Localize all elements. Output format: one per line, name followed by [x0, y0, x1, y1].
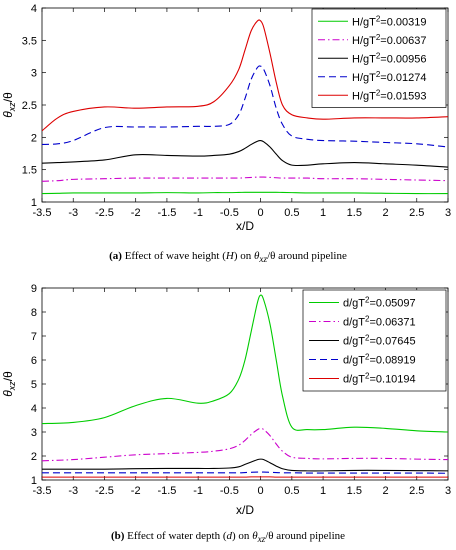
legend-entry: H/gT2=0.01274 — [352, 70, 426, 84]
caption-a: (a) Effect of wave height (H) on θxz/θ a… — [109, 250, 347, 265]
x-tick-label: 3 — [445, 207, 451, 219]
legend-entry: d/gT2=0.10194 — [343, 372, 416, 386]
x-tick-label: -1.5 — [157, 207, 176, 219]
x-tick-label: 2.5 — [409, 485, 424, 497]
x-tick-label: -2.5 — [95, 207, 114, 219]
x-tick-label: -0.5 — [220, 207, 239, 219]
legend-b: d/gT2=0.05097 d/gT2=0.06371 d/gT2=0.07645 d… — [302, 289, 447, 392]
series-line-a-5 — [42, 19, 448, 132]
series-line-b-2 — [42, 427, 448, 462]
x-tick-label: -3 — [68, 485, 78, 497]
y-tick-label: 1 — [31, 475, 37, 487]
x-axis-label: x/D — [236, 219, 254, 233]
x-tick-label: 1.5 — [347, 485, 362, 497]
x-tick-label: -2.5 — [95, 485, 114, 497]
x-tick-label: -2 — [131, 485, 141, 497]
x-axis-label: x/D — [236, 503, 254, 517]
legend-entry: d/gT2=0.05097 — [343, 296, 416, 310]
y-tick-label: 7 — [31, 331, 37, 343]
y-tick-label: 3.5 — [22, 35, 37, 47]
y-tick-label: 5 — [31, 379, 37, 391]
chart-b: -3.5 -3 -2.5 -2 -1.5 -1 -0.5 0 0.5 1 1.5 2 2.5 3 1 2 3 4 5… — [1, 283, 451, 517]
legend-entry: d/gT2=0.06371 — [343, 315, 416, 329]
series-line-b-4 — [42, 471, 448, 474]
y-tick-label: 9 — [31, 283, 37, 295]
y-tick-label: 2.5 — [22, 100, 37, 112]
series-line-a-1 — [42, 191, 448, 195]
series-line-a-2 — [42, 176, 448, 182]
x-tick-label: 0 — [258, 485, 264, 497]
caption-b-tag: (b) — [110, 530, 125, 542]
series-line-a-3 — [42, 139, 448, 168]
y-tick-label: 4 — [31, 3, 37, 15]
x-tick-label: 0 — [258, 207, 264, 219]
x-tick-label: -2 — [131, 207, 141, 219]
caption-b: (b) Effect of water depth (d) on θxz/θ a… — [110, 530, 346, 545]
x-tick-label: 0.5 — [284, 485, 299, 497]
caption-a-tag: (a) — [109, 250, 122, 262]
series-line-b-1 — [42, 294, 448, 433]
x-tick-label: 0.5 — [284, 207, 299, 219]
x-tick-label: 1.5 — [347, 207, 362, 219]
legend-entry: d/gT2=0.07645 — [343, 334, 416, 348]
y-tick-label: 6 — [31, 355, 37, 367]
x-tick-label: -3.5 — [33, 485, 52, 497]
legend-entry: d/gT2=0.08919 — [343, 353, 416, 367]
x-tick-label: 2 — [382, 207, 388, 219]
legend-entry: H/gT2=0.00319 — [352, 14, 426, 28]
chart-a: -3.5 -3 -2.5 -2 -1.5 -1 -0.5 0 0.5 1 1.5 2 2.5 3 1 1.5 2… — [1, 3, 451, 233]
y-tick-label: 1.5 — [22, 165, 37, 177]
x-tick-label: -1.5 — [157, 485, 176, 497]
y-tick-label: 1 — [31, 197, 37, 209]
legend-a: H/gT2=0.00319 H/gT2=0.00637 H/gT2=0.00956 H… — [311, 8, 447, 108]
y-axis-label: θxz/θ — [1, 371, 17, 397]
y-tick-label: 3 — [31, 427, 37, 439]
x-tick-label: 3 — [445, 485, 451, 497]
x-tick-label: -1 — [193, 207, 203, 219]
x-tick-label: 1 — [320, 207, 326, 219]
x-tick-label: 2.5 — [409, 207, 424, 219]
y-tick-label: 8 — [31, 307, 37, 319]
x-tick-label: 2 — [382, 485, 388, 497]
legend-entry: H/gT2=0.00637 — [352, 33, 426, 47]
series-line-a-4 — [42, 65, 448, 148]
y-axis-label: θxz/θ — [1, 92, 17, 118]
y-tick-label: 2 — [31, 451, 37, 463]
x-tick-label: -0.5 — [220, 485, 239, 497]
y-tick-label: 4 — [31, 403, 37, 415]
x-tick-label: 1 — [320, 485, 326, 497]
x-tick-label: -1 — [193, 485, 203, 497]
y-tick-label: 3 — [31, 68, 37, 80]
legend-entry: H/gT2=0.01593 — [352, 88, 426, 102]
legend-entry: H/gT2=0.00956 — [352, 51, 426, 65]
x-tick-label: -3 — [68, 207, 78, 219]
series-line-b-3 — [42, 458, 448, 472]
y-tick-label: 2 — [31, 132, 37, 144]
series-group-b — [42, 294, 448, 478]
x-tick-label: -3.5 — [33, 207, 52, 219]
series-group-a — [42, 19, 448, 195]
